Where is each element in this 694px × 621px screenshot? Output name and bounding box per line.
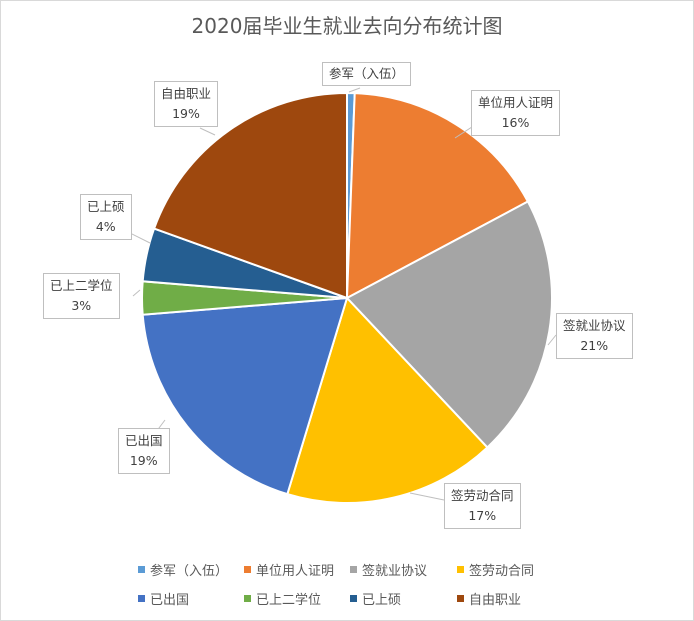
pie-slice[interactable] <box>152 91 348 300</box>
legend-swatch <box>244 595 251 602</box>
legend-item-masters[interactable]: 已上硕 <box>350 589 401 608</box>
legend-swatch <box>457 566 464 573</box>
data-label-army: 参军（入伍） <box>322 62 412 86</box>
legend-swatch <box>138 595 145 602</box>
pie-slice[interactable] <box>286 296 489 504</box>
legend-swatch <box>244 566 251 573</box>
pie-slice[interactable] <box>345 92 530 300</box>
legend-item-labor-contract[interactable]: 签劳动合同 <box>457 560 534 579</box>
pie-slice[interactable] <box>345 200 553 449</box>
legend-item-second-degree[interactable]: 已上二学位 <box>244 589 321 608</box>
legend-item-freelance[interactable]: 自由职业 <box>457 589 521 608</box>
legend-item-abroad[interactable]: 已出国 <box>138 589 189 608</box>
data-label-abroad: 已出国 19% <box>118 428 170 474</box>
chart-title: 2020届毕业生就业去向分布统计图 <box>191 14 503 38</box>
data-label-labor-contract: 签劳动合同 17% <box>444 483 521 529</box>
legend-item-army[interactable]: 参军（入伍） <box>138 560 228 579</box>
data-label-masters: 已上硕 4% <box>80 194 132 240</box>
legend-swatch <box>457 595 464 602</box>
data-label-employment-agreement: 签就业协议 21% <box>556 313 633 359</box>
legend-item-employment-agreement[interactable]: 签就业协议 <box>350 560 427 579</box>
data-label-employer-cert: 单位用人证明 16% <box>471 90 561 136</box>
pie-slice[interactable] <box>141 296 349 496</box>
legend-item-employer-cert[interactable]: 单位用人证明 <box>244 560 334 579</box>
legend-swatch <box>138 566 145 573</box>
legend-swatch <box>350 595 357 602</box>
data-label-freelance: 自由职业 19% <box>154 81 219 127</box>
data-label-second-degree: 已上二学位 3% <box>43 273 120 319</box>
legend-swatch <box>350 566 357 573</box>
